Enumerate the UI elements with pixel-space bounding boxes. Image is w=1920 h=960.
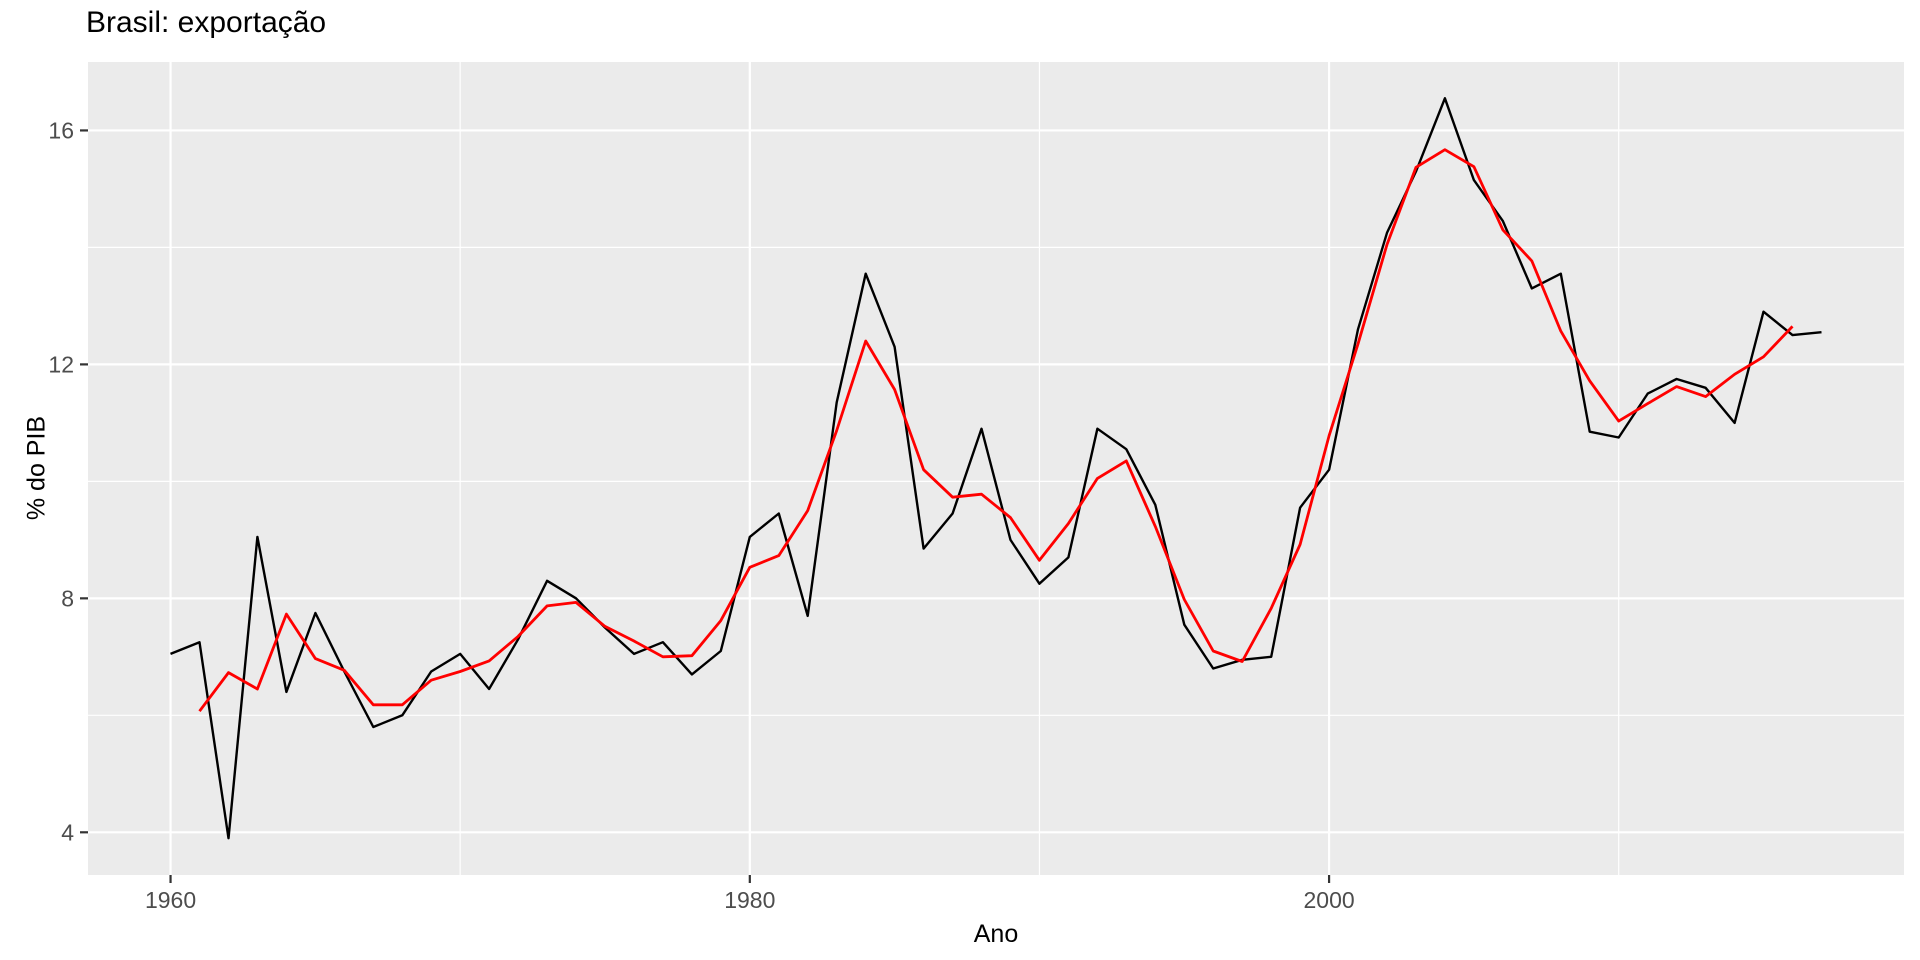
x-tick-label: 2000 — [1303, 887, 1354, 913]
y-tick-label: 8 — [61, 585, 74, 611]
x-axis-title: Ano — [973, 920, 1019, 948]
y-axis-title: % do PIB — [22, 415, 51, 521]
series-line-exportacao — [170, 97, 1822, 840]
panel-background — [88, 62, 1904, 875]
y-tick-label: 12 — [48, 351, 74, 377]
series-line-media-movel — [198, 148, 1794, 713]
chart-title: Brasil: exportação — [86, 6, 327, 39]
y-tick-label: 16 — [48, 117, 74, 143]
y-tick-label: 4 — [61, 819, 74, 845]
x-tick-label: 1960 — [145, 887, 196, 913]
x-tick-label: 1980 — [724, 887, 775, 913]
